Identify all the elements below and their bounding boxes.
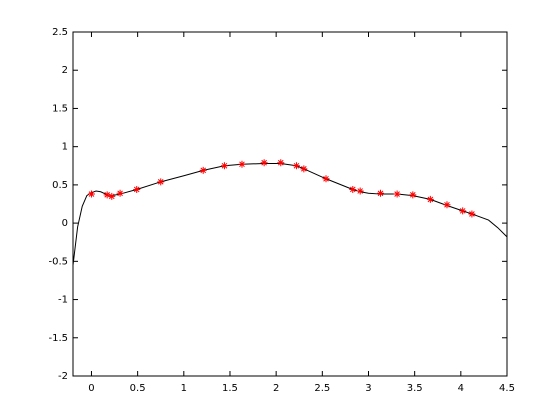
data-point xyxy=(356,187,364,195)
data-point xyxy=(426,195,434,203)
data-point xyxy=(459,207,467,215)
x-tick-label: 3.5 xyxy=(407,383,423,394)
data-point xyxy=(292,162,300,170)
data-point xyxy=(103,191,111,199)
y-tick-label: 2 xyxy=(62,65,68,76)
data-point xyxy=(87,190,95,198)
data-point xyxy=(220,162,228,170)
curve xyxy=(72,162,508,266)
data-point xyxy=(157,178,165,186)
data-point xyxy=(133,185,141,193)
data-point xyxy=(393,190,401,198)
data-point xyxy=(277,159,285,167)
data-point xyxy=(322,175,330,183)
plot-area xyxy=(72,31,508,377)
y-tick-label: 1.5 xyxy=(52,103,68,114)
data-point xyxy=(443,201,451,209)
x-tick-label: 0 xyxy=(88,383,94,394)
data-point xyxy=(108,192,116,200)
x-tick-label: 0.5 xyxy=(130,383,146,394)
x-tick-label: 4 xyxy=(458,383,464,394)
data-point xyxy=(376,189,384,197)
x-tick-label: 2 xyxy=(273,383,279,394)
data-point xyxy=(238,160,246,168)
y-tick-label: -0.5 xyxy=(48,256,68,267)
x-tick-label: 2.5 xyxy=(314,383,330,394)
y-tick-label: 0.5 xyxy=(52,180,68,191)
data-point xyxy=(260,159,268,167)
data-point xyxy=(409,191,417,199)
x-tick-label: 3 xyxy=(365,383,371,394)
x-tick-label: 1 xyxy=(181,383,187,394)
data-point xyxy=(116,189,124,197)
x-tick-label: 1.5 xyxy=(222,383,238,394)
y-tick-label: 2.5 xyxy=(52,27,68,38)
y-tick-label: -1 xyxy=(58,295,68,306)
x-tick-label: 4.5 xyxy=(499,383,515,394)
data-point xyxy=(300,165,308,173)
y-tick-label: 0 xyxy=(62,218,68,229)
data-point xyxy=(199,166,207,174)
y-tick-label: -2 xyxy=(58,371,68,382)
data-point xyxy=(468,210,476,218)
y-tick-label: 1 xyxy=(62,142,68,153)
y-tick-label: -1.5 xyxy=(48,333,68,344)
data-point xyxy=(349,185,357,193)
